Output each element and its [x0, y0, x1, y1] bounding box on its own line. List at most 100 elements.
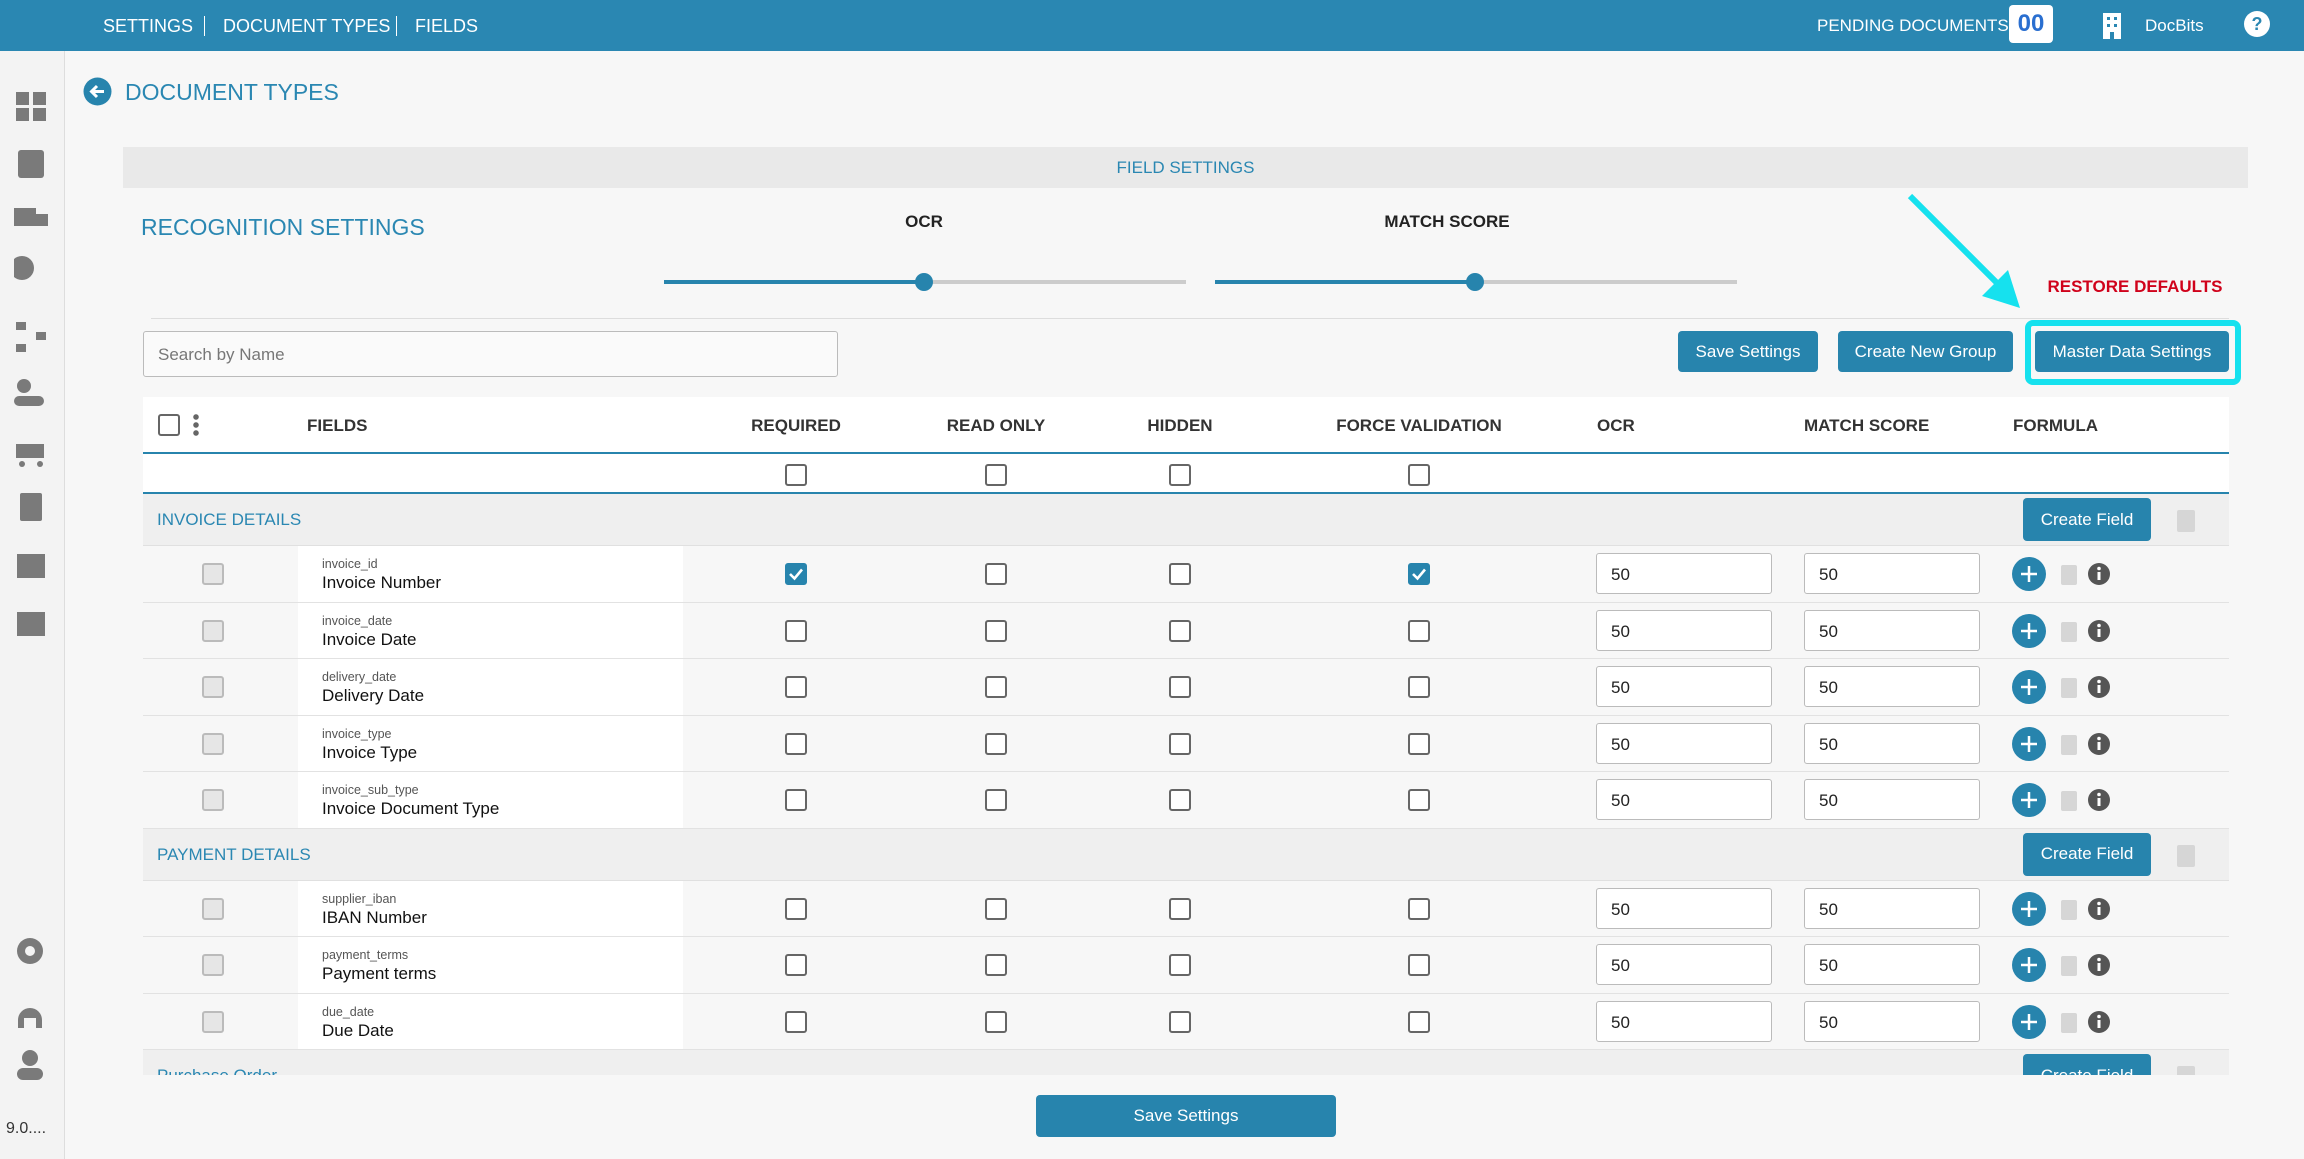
sliders[interactable]	[660, 270, 1750, 294]
ocr-input[interactable]: 50	[1596, 1000, 1772, 1042]
master-data-button[interactable]: Master Data Settings	[2035, 331, 2229, 372]
menu-dots[interactable]	[193, 413, 199, 437]
match-score-input[interactable]: 50	[1804, 1000, 1980, 1042]
checkbox[interactable]	[202, 897, 224, 920]
row-actions[interactable]	[2011, 891, 2121, 927]
top-bar: SETTINGS DOCUMENT TYPES FIELDS PENDING D…	[0, 0, 2304, 51]
row-actions[interactable]	[2011, 556, 2121, 592]
checkbox[interactable]	[985, 676, 1007, 699]
save-button[interactable]: Save Settings	[1678, 331, 1818, 372]
restore-defaults[interactable]: RESTORE DEFAULTS	[2047, 277, 2223, 296]
ocr-input[interactable]: 50	[1596, 944, 1772, 985]
row-actions[interactable]	[2011, 669, 2121, 705]
checkbox[interactable]	[785, 1010, 807, 1033]
ocr-input[interactable]: 50	[1596, 553, 1772, 594]
checkbox[interactable]	[1408, 563, 1430, 586]
match-score-input[interactable]: 50	[1804, 944, 1980, 985]
checkbox[interactable]	[1169, 619, 1191, 642]
create-field-button[interactable]: Create Field	[2023, 1054, 2151, 1075]
checkbox[interactable]	[1408, 897, 1430, 920]
checkbox[interactable]	[785, 732, 807, 755]
row-actions[interactable]	[2011, 613, 2121, 649]
field-cell	[298, 993, 683, 1049]
footer-save-button[interactable]: Save Settings	[1036, 1095, 1336, 1137]
checkbox[interactable]	[1169, 954, 1191, 977]
checkbox[interactable]	[785, 619, 807, 642]
search-input[interactable]: Search by Name	[143, 331, 838, 377]
tab[interactable]: FIELD SETTINGS	[123, 147, 2248, 188]
group-name: Purchase Order	[157, 1066, 277, 1075]
checkbox[interactable]	[985, 954, 1007, 977]
delete-group[interactable]	[2177, 510, 2195, 532]
nav-link[interactable]: SETTINGS	[103, 16, 194, 36]
help-icon[interactable]: ?	[2243, 10, 2271, 38]
checkbox[interactable]	[985, 563, 1007, 586]
checkbox[interactable]	[1408, 789, 1430, 812]
column-header: OCR	[1597, 416, 1635, 435]
new-group-button[interactable]: Create New Group	[1838, 331, 2013, 372]
checkbox[interactable]	[985, 619, 1007, 642]
checkbox[interactable]	[202, 732, 224, 755]
ocr-input[interactable]: 50	[1596, 609, 1772, 651]
back-button[interactable]	[83, 77, 112, 106]
match-score-input[interactable]: 50	[1804, 609, 1980, 651]
checkbox[interactable]	[1169, 563, 1191, 586]
checkbox[interactable]	[1408, 1010, 1430, 1033]
checkbox[interactable]	[1408, 732, 1430, 755]
checkbox[interactable]	[985, 789, 1007, 812]
pending-count[interactable]: 00	[2009, 5, 2053, 43]
checkbox[interactable]	[985, 732, 1007, 755]
checkbox[interactable]	[985, 1010, 1007, 1033]
checkbox[interactable]	[785, 789, 807, 812]
checkbox[interactable]	[202, 676, 224, 699]
checkbox[interactable]	[202, 563, 224, 586]
checkbox[interactable]	[202, 619, 224, 642]
row-actions[interactable]	[2011, 1004, 2121, 1040]
checkbox[interactable]	[1169, 676, 1191, 699]
checkbox[interactable]	[1408, 676, 1430, 699]
column-header: FORCE VALIDATION	[1336, 416, 1502, 435]
checkbox[interactable]	[785, 954, 807, 977]
match-score-input[interactable]: 50	[1804, 553, 1980, 594]
bottom-icons[interactable]	[14, 936, 50, 1086]
match-score-input[interactable]: 50	[1804, 666, 1980, 707]
ocr-input[interactable]: 50	[1596, 887, 1772, 929]
checkbox[interactable]	[1169, 789, 1191, 812]
company-name[interactable]: DocBits	[2145, 16, 2204, 35]
checkbox[interactable]	[1169, 897, 1191, 920]
checkbox[interactable]	[785, 464, 807, 486]
match-score-input[interactable]: 50	[1804, 722, 1980, 764]
checkbox[interactable]	[1169, 464, 1191, 486]
checkbox[interactable]	[202, 1010, 224, 1033]
row-actions[interactable]	[2011, 726, 2121, 762]
checkbox[interactable]	[1408, 619, 1430, 642]
create-field-button[interactable]: Create Field	[2023, 498, 2151, 541]
menu-icons[interactable]	[14, 88, 50, 658]
checkbox[interactable]	[202, 789, 224, 812]
match-score-input[interactable]: 50	[1804, 887, 1980, 929]
nav-link[interactable]: FIELDS	[415, 16, 479, 36]
checkbox[interactable]	[1408, 954, 1430, 977]
checkbox[interactable]	[158, 414, 180, 436]
delete-group[interactable]	[2177, 1066, 2195, 1075]
checkbox[interactable]	[1408, 464, 1430, 486]
field-cell	[298, 602, 683, 658]
ocr-input[interactable]: 50	[1596, 779, 1772, 820]
checkbox[interactable]	[985, 897, 1007, 920]
ocr-input[interactable]: 50	[1596, 666, 1772, 707]
nav-link[interactable]: DOCUMENT TYPES	[223, 16, 391, 36]
match-score-input[interactable]: 50	[1804, 779, 1980, 820]
create-field-button[interactable]: Create Field	[2023, 832, 2151, 876]
checkbox[interactable]	[1169, 1010, 1191, 1033]
row-actions[interactable]	[2011, 947, 2121, 983]
checkbox[interactable]	[985, 464, 1007, 486]
checkbox[interactable]	[1169, 732, 1191, 755]
checkbox[interactable]	[785, 676, 807, 699]
checkbox[interactable]	[202, 954, 224, 977]
group-row	[143, 828, 2229, 881]
row-actions[interactable]	[2011, 782, 2121, 818]
checkbox[interactable]	[785, 897, 807, 920]
ocr-input[interactable]: 50	[1596, 722, 1772, 764]
checkbox[interactable]	[785, 563, 807, 586]
delete-group[interactable]	[2177, 844, 2195, 867]
